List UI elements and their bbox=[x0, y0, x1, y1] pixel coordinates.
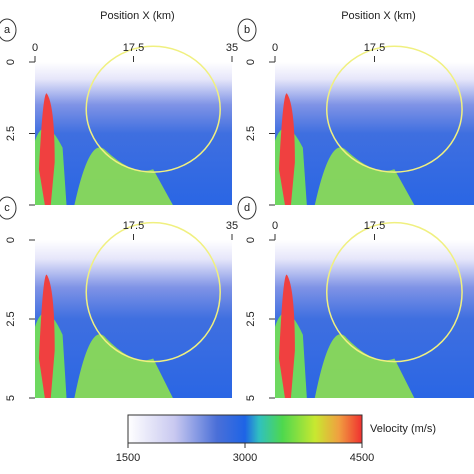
anomaly-green bbox=[74, 334, 173, 398]
x-tick-label: 0 bbox=[272, 42, 278, 54]
y-tick-label: 2.5 bbox=[5, 311, 17, 326]
anomaly-green bbox=[74, 147, 173, 205]
panel-label: b bbox=[244, 24, 250, 36]
panel-label-circle bbox=[0, 18, 17, 42]
colorbar-label: Velocity (m/s) bbox=[370, 423, 436, 435]
y-tick-label: 0 bbox=[245, 237, 257, 243]
anomaly-green bbox=[314, 147, 415, 205]
axis-title: Position X (km) bbox=[100, 10, 175, 22]
panel-label: a bbox=[4, 24, 11, 36]
y-tick-label: 2.5 bbox=[5, 126, 17, 141]
panel: d 0 17.5 0 2.5 5 bbox=[237, 196, 474, 401]
target-ellipse bbox=[325, 45, 463, 173]
panel-label-circle bbox=[237, 196, 257, 220]
colorbar-tick-label: 4500 bbox=[350, 452, 374, 464]
anomaly-red bbox=[278, 93, 295, 205]
y-tick-label: 2.5 bbox=[245, 311, 257, 326]
panel-label-circle bbox=[237, 18, 257, 42]
x-tick-label: 35 bbox=[226, 42, 238, 54]
x-tick-label: 17.5 bbox=[123, 220, 144, 232]
x-tick-label: 17.5 bbox=[364, 220, 385, 232]
anomaly-red bbox=[278, 274, 295, 398]
x-tick-label: 0 bbox=[32, 42, 38, 54]
y-tick-label: 0 bbox=[245, 59, 257, 65]
x-tick-label: 17.5 bbox=[364, 42, 385, 54]
target-ellipse bbox=[325, 221, 463, 363]
axis-title: Position X (km) bbox=[341, 10, 416, 22]
y-tick-label: 0 bbox=[5, 59, 17, 65]
x-tick-label: 0 bbox=[272, 220, 278, 232]
colorbar-tick-label: 1500 bbox=[116, 452, 140, 464]
y-tick-label: 2.5 bbox=[245, 126, 257, 141]
panel-label: c bbox=[4, 202, 10, 214]
panel-label-circle bbox=[0, 196, 17, 220]
target-ellipse bbox=[85, 221, 221, 363]
panel: c 17.5 35 0 2.5 5 bbox=[0, 196, 238, 401]
x-tick-label: 35 bbox=[226, 220, 238, 232]
anomaly-green bbox=[314, 334, 415, 398]
anomaly-red bbox=[38, 93, 55, 205]
y-tick-label: 5 bbox=[5, 395, 17, 401]
colorbar-tick-label: 3000 bbox=[233, 452, 257, 464]
y-tick-label: 5 bbox=[245, 395, 257, 401]
y-tick-label: 0 bbox=[5, 237, 17, 243]
target-ellipse bbox=[85, 45, 221, 173]
panel-label: d bbox=[244, 202, 250, 214]
anomaly-red bbox=[38, 274, 55, 398]
colorbar bbox=[127, 414, 363, 444]
x-tick-label: 17.5 bbox=[123, 42, 144, 54]
